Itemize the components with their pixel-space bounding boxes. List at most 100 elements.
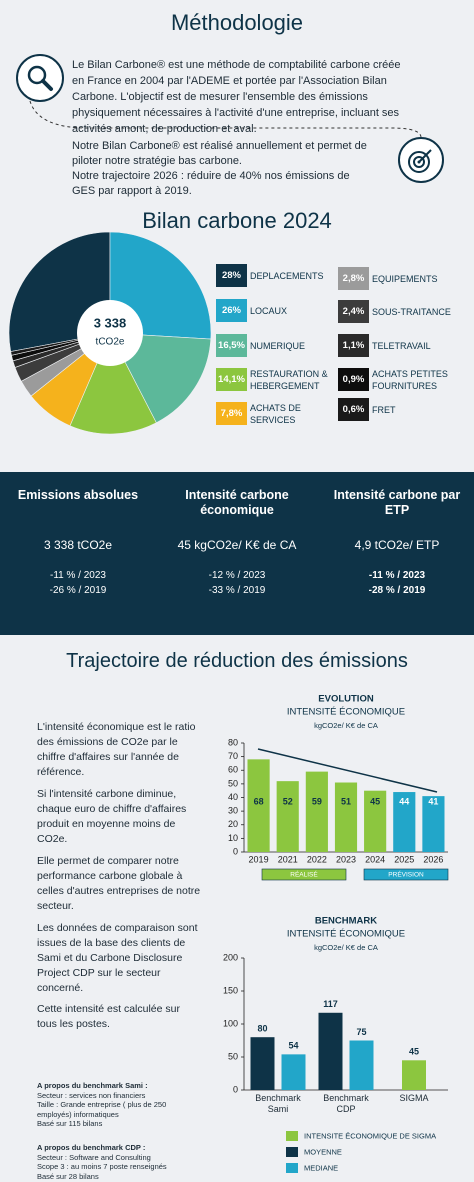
legend-label: LOCAUX (250, 305, 288, 316)
bar (393, 792, 416, 852)
paragraph: Notre Bilan Carbone® est réalisé annuell… (72, 140, 367, 167)
legend-label: INTENSITE ÉCONOMIQUE DE SIGMA (304, 1131, 436, 1140)
legend-label: TELETRAVAIL (372, 340, 431, 351)
data-label: 80 (257, 1024, 267, 1034)
legend-label: RÉALISÉ (290, 870, 318, 879)
y-tick-label: 50 (228, 778, 238, 788)
legend-label: MEDIANE (304, 1163, 338, 1172)
legend-label: PRÉVISION (388, 870, 424, 879)
legend-swatch (286, 1131, 298, 1141)
legend-value: 2,8% (338, 267, 369, 290)
pie-slice (69, 332, 157, 435)
paragraph: Si l'intensité carbone diminue, chaque e… (37, 788, 187, 845)
legend-label: DEPLACEMENTS (250, 270, 324, 281)
data-label: 59 (312, 796, 322, 806)
bar (276, 781, 299, 852)
bar (364, 790, 387, 852)
kpi-change: -26 % / 2019 (49, 585, 107, 596)
paragraph: Les données de comparaison sont issues d… (37, 922, 198, 994)
bar (250, 1037, 275, 1090)
x-tick-label: 2024 (365, 854, 385, 864)
icon-circle (16, 54, 64, 102)
data-label: 75 (356, 1027, 366, 1037)
bar (422, 796, 445, 852)
data-label: 117 (323, 999, 338, 1009)
center-unit: tCO2e (96, 337, 125, 348)
paragraph: Notre trajectoire 2026 : réduire de 40% … (72, 170, 350, 197)
section-title: Méthodologie (170, 10, 304, 35)
data-label: 45 (409, 1047, 419, 1057)
legend-value: 14,1% (216, 368, 247, 391)
magnifier-icon (27, 65, 47, 85)
x-tick-label: 2021 (278, 854, 298, 864)
legend-label: SOUS-TRAITANCE (372, 306, 451, 317)
kpi-change: -12 % / 2023 (208, 570, 266, 581)
bar (402, 1060, 426, 1090)
legend-swatch (286, 1163, 298, 1173)
legend-swatch (261, 868, 347, 881)
magnifier-handle (41, 79, 53, 91)
kpi-change: -28 % / 2019 (368, 585, 426, 596)
x-tick-label: 2023 (336, 854, 356, 864)
legend-value: 0,6% (338, 398, 369, 421)
paragraph: Cette intensité est calculée sur tous le… (37, 1003, 180, 1030)
note-line: Taille : Grande entreprise ( plus de 250… (37, 1100, 167, 1119)
paragraph: Elle permet de comparer notre performanc… (37, 855, 201, 912)
y-tick-label: 40 (228, 792, 238, 802)
chart-title: EVOLUTION (318, 694, 374, 705)
chart-title: Bilan carbone 2024 (142, 208, 332, 233)
data-label: 54 (288, 1041, 298, 1051)
x-tick-label: Benchmark Sami (255, 1093, 301, 1114)
y-tick-label: 30 (228, 806, 238, 816)
bar (247, 759, 270, 852)
note-line: Secteur : services non financiers (37, 1090, 146, 1100)
y-tick-label: 0 (233, 846, 238, 856)
y-tick-label: 80 (228, 737, 238, 747)
y-tick-label: 150 (223, 985, 238, 995)
kpi-band (0, 472, 474, 635)
legend-value: 7,8% (216, 402, 247, 425)
y-tick-label: 10 (228, 833, 238, 843)
target-icon (408, 151, 430, 173)
kpi-value: 45 kgCO2e/ K€ de CA (177, 538, 297, 552)
legend-value: 16,5% (216, 334, 247, 357)
legend-label: FRET (372, 404, 396, 415)
pie-slice (109, 332, 212, 424)
kpi-change: -11 % / 2023 (50, 570, 106, 581)
legend-value: 28% (216, 264, 247, 287)
x-tick-label: 2019 (249, 854, 269, 864)
legend-label: RESTAURATION & HEBERGEMENT (250, 368, 328, 391)
chart-subtitle: INTENSITÉ ÉCONOMIQUE (287, 707, 405, 718)
center-value: 3 338 (94, 315, 127, 330)
kpi-value: 3 338 tCO2e (43, 538, 113, 552)
data-label: 45 (370, 796, 380, 806)
bar (305, 771, 328, 852)
note-title: A propos du benchmark Sami : (37, 1081, 148, 1090)
kpi-title: Emissions absolues (17, 488, 139, 502)
y-tick-label: 50 (228, 1051, 238, 1061)
x-tick-label: SIGMA (399, 1093, 429, 1103)
legend-label: ACHATS PETITES FOURNITURES (372, 368, 448, 391)
chart-subtitle: INTENSITÉ ÉCONOMIQUE (287, 929, 405, 940)
legend-value: 26% (216, 299, 247, 322)
x-tick-label: 2022 (307, 854, 327, 864)
kpi-title: Intensité carbone par ETP (333, 488, 461, 517)
trend-line (257, 748, 438, 793)
y-tick-label: 100 (223, 1018, 238, 1028)
legend-value: 1,1% (338, 334, 369, 357)
note-line: Basé sur 115 bilans (37, 1119, 103, 1128)
legend-value: 0,9% (338, 368, 369, 391)
paragraph: Le Bilan Carbone® est une méthode de com… (72, 59, 401, 135)
legend-label: ACHATS DE SERVICES (250, 402, 301, 425)
y-tick-label: 0 (233, 1084, 238, 1094)
kpi-change: -11 % / 2023 (368, 570, 426, 581)
bar (334, 782, 358, 852)
target-icon (413, 156, 425, 168)
y-tick-label: 70 (228, 751, 238, 761)
legend-value: 2,4% (338, 300, 369, 323)
data-label: 52 (283, 796, 293, 806)
paragraph: L'intensité économique est le ratio des … (37, 721, 196, 778)
note-line: Basé sur 28 bilans (37, 1171, 99, 1181)
